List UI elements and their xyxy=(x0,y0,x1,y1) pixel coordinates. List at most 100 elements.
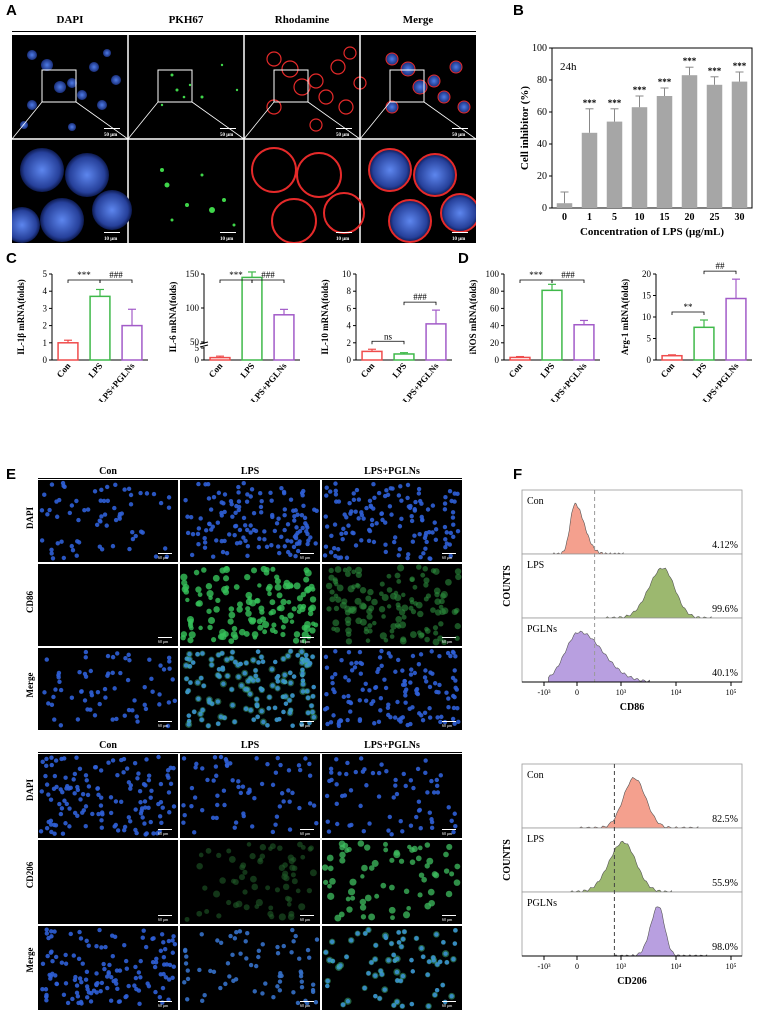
significance-label: ns xyxy=(384,331,393,341)
x-tick-label: LPS xyxy=(690,361,708,380)
percent-label: 82.5% xyxy=(712,814,738,825)
x-tick-label: Con xyxy=(359,361,377,380)
significance-bracket xyxy=(251,279,285,283)
scale-label: 60 μm xyxy=(158,831,169,836)
y-tick-label: 0 xyxy=(43,355,48,365)
significance-label: ### xyxy=(561,270,575,280)
scale-label: 60 μm xyxy=(442,1003,453,1008)
y-tick-label: 1 xyxy=(43,338,48,348)
y-tick-label: 6 xyxy=(347,303,352,313)
y-tick-label: 20 xyxy=(642,269,652,279)
x-tick-label: Con xyxy=(659,361,677,380)
histogram-frame xyxy=(521,553,743,619)
y-tick-label: 80 xyxy=(537,75,547,86)
x-tick-label: 30 xyxy=(735,212,745,223)
header-rule xyxy=(12,31,476,32)
significance-label: ### xyxy=(261,270,275,280)
y-axis-label: COUNTS xyxy=(502,565,513,607)
y-axis-label: IL-1β mRNA(folds) xyxy=(16,279,26,355)
e-col-lpspglns-top: LPS+PGLNs xyxy=(364,466,420,477)
significance-bracket xyxy=(99,279,133,283)
x-axis-label: CD206 xyxy=(617,976,646,987)
e-row-dapi-top: DAPI xyxy=(25,507,35,529)
e-col-lpspglns-bottom: LPS+PGLNs xyxy=(364,740,420,751)
panel-label-b: B xyxy=(513,2,524,19)
bar xyxy=(273,314,295,361)
e-col-lps-top: LPS xyxy=(240,466,260,477)
significance-label: ### xyxy=(109,270,123,280)
e-row-dapi-bottom: DAPI xyxy=(25,779,35,801)
micrograph-tile xyxy=(38,480,178,562)
percent-label: 98.0% xyxy=(712,942,738,953)
scale-label: 60 μm xyxy=(442,555,453,560)
y-axis-label: Arg-1 mRNA(folds) xyxy=(620,279,630,355)
panel-label-e: E xyxy=(6,466,17,483)
y-tick-label: 60 xyxy=(490,303,500,313)
scale-label: 10 μm xyxy=(220,237,234,242)
e-grid-top: 60 μm 60 μm 60 μm 60 μm 60 μm 60 μm 60 μm 60 μm… xyxy=(38,480,462,730)
image-grid: 50 μm 50 μm 50 μm 50 μm 10 μm 10 μm 10 μ… xyxy=(4,35,480,244)
x-tick-label: 10 xyxy=(635,212,645,223)
tile-a-pkh67-top xyxy=(157,63,239,107)
scale-label: 60 μm xyxy=(158,555,169,560)
bar xyxy=(656,96,673,208)
scale-bar xyxy=(158,553,172,554)
sample-name: LPS xyxy=(527,560,544,571)
y-tick-label: 5 xyxy=(43,269,48,279)
scale-bar xyxy=(300,553,314,554)
significance-bracket xyxy=(671,311,705,316)
scale-bar xyxy=(442,1001,456,1002)
significance-bracket xyxy=(703,270,737,275)
y-tick-label: 40 xyxy=(537,139,547,150)
scale-bar xyxy=(158,1001,172,1002)
micrograph-tile xyxy=(38,648,178,730)
bar xyxy=(706,84,723,208)
bar xyxy=(661,354,683,361)
y-axis-label: IL-10 mRNA(folds) xyxy=(320,279,330,354)
x-tick-label: 0 xyxy=(562,212,567,223)
tile-a-dapi-bottom xyxy=(4,148,132,243)
chart-annotation: 24h xyxy=(560,61,577,73)
y-axis-label: IL-6 mRNA(folds) xyxy=(168,282,178,353)
significance-label: ## xyxy=(716,262,726,271)
bar xyxy=(606,121,623,208)
y-tick-label: 2 xyxy=(43,321,48,331)
scale-bar xyxy=(442,915,456,916)
y-tick-label: 0 xyxy=(647,355,652,365)
scale-label: 10 μm xyxy=(336,237,350,242)
micrograph-tile xyxy=(180,926,320,1010)
sample-name: LPS xyxy=(527,834,544,845)
scale-label: 50 μm xyxy=(336,133,350,138)
tile-a-rhodamine-top xyxy=(266,46,367,132)
x-axis-label: Concentration of LPS (μg/mL) xyxy=(580,226,724,238)
percent-label: 40.1% xyxy=(712,668,738,679)
e-row-merge-top: Merge xyxy=(25,672,35,698)
y-tick-label: 0 xyxy=(195,355,200,365)
panel-label-f: F xyxy=(513,466,523,483)
x-tick-label: 10³ xyxy=(616,688,627,697)
e-col-lps-bottom: LPS xyxy=(240,740,260,751)
scale-label: 60 μm xyxy=(442,639,453,644)
scale-bar xyxy=(158,721,172,722)
y-tick-label: 20 xyxy=(490,338,500,348)
bar xyxy=(541,289,563,361)
bar xyxy=(509,356,531,361)
tile-a-merge-bottom xyxy=(368,148,480,243)
col-header-dapi: DAPI xyxy=(56,14,84,26)
significance-bracket xyxy=(67,279,101,283)
e-row-cd86: CD86 xyxy=(25,591,35,613)
y-tick-label: 8 xyxy=(347,286,352,296)
zoom-lines xyxy=(11,101,477,140)
significance-label: *** xyxy=(529,270,543,280)
y-tick-label: 15 xyxy=(642,291,652,301)
x-tick-label: 1 xyxy=(587,212,592,223)
y-tick-label: 0 xyxy=(542,203,547,214)
significance-bracket xyxy=(403,301,437,306)
significance-label: *** xyxy=(683,56,697,66)
e-row-merge-bottom: Merge xyxy=(25,947,35,973)
y-tick-label: 100 xyxy=(532,43,547,54)
x-tick-label: 10⁴ xyxy=(671,688,682,697)
